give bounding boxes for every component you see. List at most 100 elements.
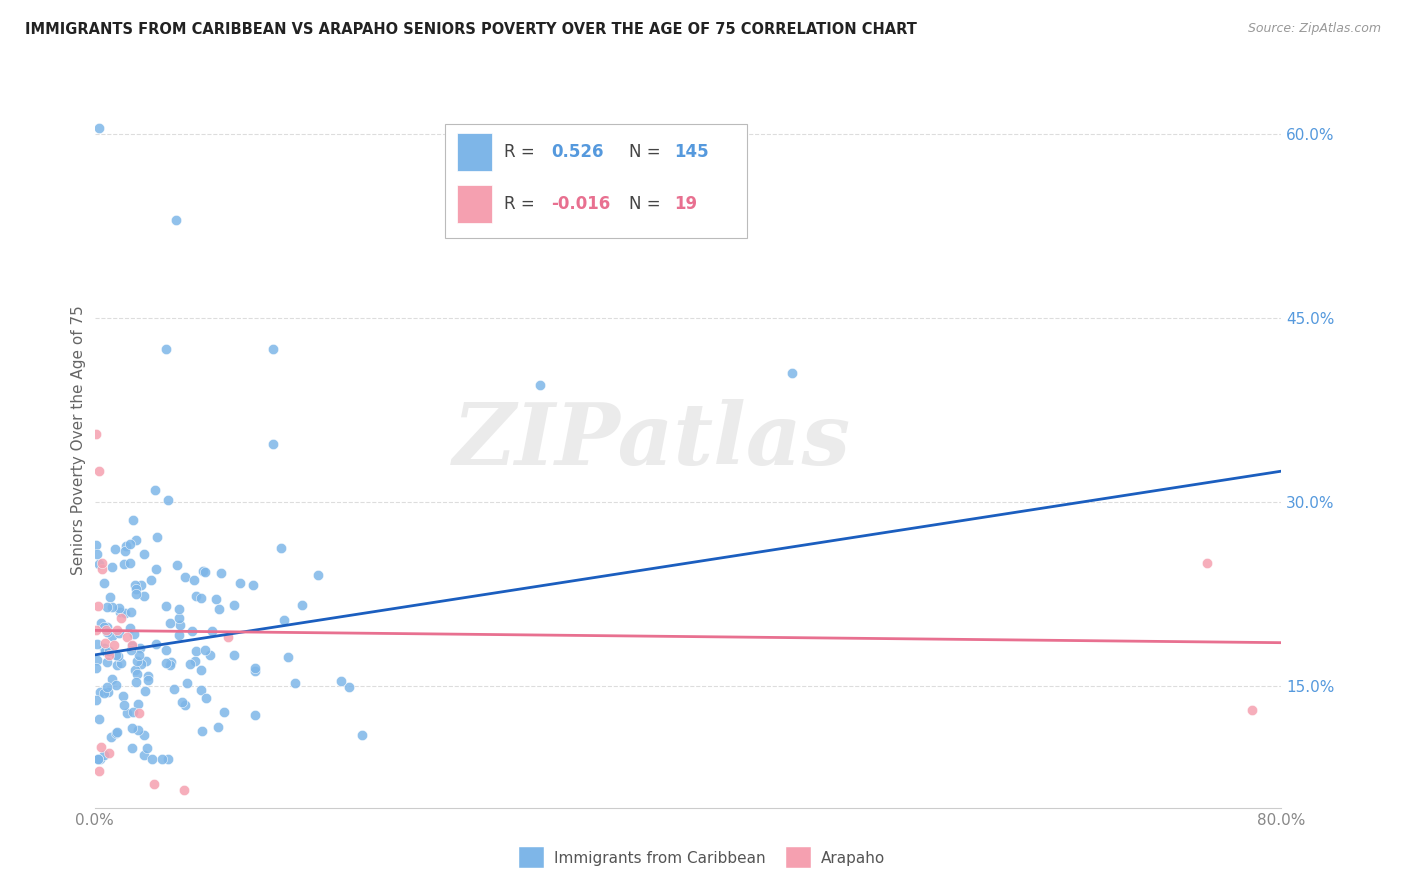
- Point: [193, 564, 215, 578]
- Point: [208, 602, 231, 616]
- Text: R =: R =: [503, 194, 540, 213]
- Point: [124, 674, 146, 689]
- Point: [110, 656, 132, 670]
- Point: [284, 676, 307, 690]
- Point: [132, 748, 155, 763]
- Point: [87, 464, 110, 478]
- Text: 19: 19: [673, 194, 697, 213]
- Text: IMMIGRANTS FROM CARIBBEAN VS ARAPAHO SENIORS POVERTY OVER THE AGE OF 75 CORRELAT: IMMIGRANTS FROM CARIBBEAN VS ARAPAHO SEN…: [25, 22, 917, 37]
- Point: [350, 728, 373, 742]
- Point: [114, 539, 136, 553]
- Point: [112, 557, 135, 571]
- Point: [167, 611, 190, 625]
- Point: [93, 748, 115, 763]
- Point: [84, 538, 107, 552]
- Point: [121, 740, 143, 755]
- Point: [183, 573, 205, 587]
- Point: [98, 643, 121, 657]
- Point: [104, 541, 127, 556]
- Point: [186, 589, 208, 603]
- Point: [143, 483, 166, 497]
- Point: [160, 655, 183, 669]
- Point: [100, 560, 122, 574]
- Point: [141, 573, 163, 587]
- Point: [86, 599, 108, 613]
- Point: [124, 664, 146, 678]
- Point: [87, 752, 110, 766]
- Point: [108, 626, 131, 640]
- Point: [86, 637, 108, 651]
- Point: [224, 648, 246, 662]
- Point: [93, 640, 115, 655]
- Point: [214, 705, 236, 719]
- Point: [169, 628, 191, 642]
- Point: [156, 492, 179, 507]
- Point: [105, 725, 128, 739]
- Point: [104, 648, 127, 663]
- Point: [127, 723, 149, 737]
- Point: [165, 213, 187, 227]
- Point: [217, 630, 239, 644]
- Point: [277, 649, 299, 664]
- Point: [132, 547, 155, 561]
- Point: [94, 635, 117, 649]
- Point: [105, 657, 128, 672]
- Point: [173, 782, 195, 797]
- Point: [128, 640, 150, 655]
- Point: [146, 530, 169, 544]
- Point: [96, 620, 118, 634]
- Point: [114, 606, 136, 620]
- Text: Immigrants from Caribbean: Immigrants from Caribbean: [554, 851, 766, 865]
- Point: [86, 547, 108, 561]
- Point: [205, 591, 228, 606]
- Point: [155, 643, 177, 657]
- Point: [105, 726, 128, 740]
- Point: [87, 764, 110, 779]
- Point: [155, 657, 177, 671]
- Point: [135, 654, 157, 668]
- Text: 145: 145: [673, 144, 709, 161]
- Point: [125, 587, 148, 601]
- Point: [330, 674, 353, 689]
- Point: [222, 599, 245, 613]
- Point: [194, 643, 217, 657]
- Point: [337, 680, 360, 694]
- Text: -0.016: -0.016: [551, 194, 610, 213]
- Point: [1197, 556, 1219, 570]
- Point: [121, 639, 143, 653]
- Text: N =: N =: [628, 144, 665, 161]
- Point: [229, 576, 252, 591]
- Text: Arapaho: Arapaho: [821, 851, 886, 865]
- Point: [89, 752, 111, 766]
- Point: [125, 582, 148, 597]
- Text: Source: ZipAtlas.com: Source: ZipAtlas.com: [1247, 22, 1381, 36]
- Point: [93, 575, 115, 590]
- Point: [96, 655, 118, 669]
- Point: [127, 654, 149, 668]
- Point: [163, 681, 186, 696]
- Point: [86, 653, 108, 667]
- Point: [120, 537, 142, 551]
- Point: [120, 556, 142, 570]
- Point: [155, 342, 177, 356]
- Text: 0.526: 0.526: [551, 144, 605, 161]
- Point: [108, 605, 131, 619]
- Point: [124, 577, 146, 591]
- Point: [145, 637, 167, 651]
- Point: [89, 712, 111, 726]
- Point: [157, 752, 180, 766]
- Text: ZIPatlas: ZIPatlas: [453, 399, 852, 483]
- Point: [97, 685, 120, 699]
- Point: [89, 558, 111, 572]
- Point: [128, 648, 150, 662]
- Point: [195, 691, 218, 706]
- Point: [176, 676, 198, 690]
- Point: [174, 570, 197, 584]
- Point: [194, 565, 217, 579]
- Point: [145, 562, 167, 576]
- Point: [108, 601, 131, 615]
- Point: [122, 706, 145, 720]
- Point: [190, 663, 212, 677]
- Point: [101, 629, 124, 643]
- Point: [120, 643, 142, 657]
